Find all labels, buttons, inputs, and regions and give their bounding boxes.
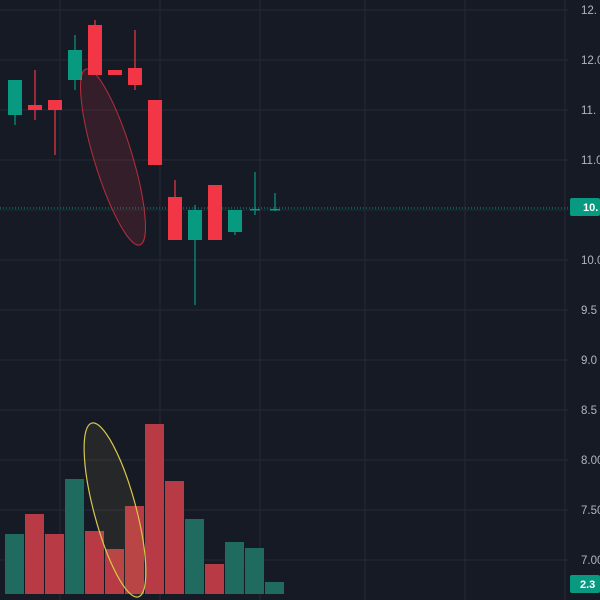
y-tick-label: 10.0 <box>581 255 600 267</box>
y-tick-label: 7.00 <box>581 555 600 567</box>
y-tick-label: 7.50 <box>581 505 600 517</box>
candle-body <box>168 197 182 240</box>
y-tick-label: 9.5 <box>581 305 597 317</box>
volume-bar <box>65 479 84 594</box>
volume-bar <box>145 424 164 594</box>
y-tick-label: 12.0 <box>581 55 600 67</box>
volume-bar <box>25 514 44 594</box>
grid <box>0 0 570 600</box>
candle <box>8 80 22 125</box>
volume-highlight-ellipse <box>83 422 147 598</box>
last-price-label: 10. <box>583 202 598 214</box>
y-tick-label: 8.00 <box>581 455 600 467</box>
candle-body <box>188 210 202 240</box>
candle <box>250 172 260 215</box>
y-tick-label: 12. <box>581 5 597 17</box>
candle-body <box>228 210 242 232</box>
candle <box>188 205 202 305</box>
volume-bar <box>5 534 24 594</box>
candles <box>8 20 280 305</box>
candle <box>28 70 42 120</box>
candle-body <box>128 68 142 85</box>
volume-bar <box>45 534 64 594</box>
volume-bar <box>165 481 184 594</box>
candle <box>270 193 280 211</box>
last-volume-label: 2.3 <box>580 579 595 591</box>
candle <box>88 20 102 75</box>
candle <box>208 185 222 240</box>
candle <box>108 70 122 75</box>
y-tick-label: 11.0 <box>581 155 600 167</box>
candle-body <box>88 25 102 75</box>
candle <box>128 30 142 90</box>
candle-body <box>28 105 42 110</box>
candle-body <box>250 209 260 211</box>
candle-body <box>270 209 280 211</box>
candle-body <box>148 100 162 165</box>
volume-bar <box>205 564 224 594</box>
volume-bar <box>245 548 264 594</box>
volume-bar <box>185 519 204 594</box>
candle-body <box>208 185 222 240</box>
volume-bar <box>265 582 284 594</box>
candle <box>228 210 242 235</box>
candle <box>148 100 162 165</box>
last-price-badge <box>570 198 600 216</box>
axis-badges: 10. 2.3 <box>570 198 600 593</box>
last-volume-badge <box>570 575 600 593</box>
candle <box>68 35 82 90</box>
highlights <box>80 68 147 598</box>
candle <box>168 180 182 240</box>
candle <box>48 100 62 155</box>
candle-body <box>68 50 82 80</box>
y-tick-label: 9.0 <box>581 355 597 367</box>
y-tick-label: 11. <box>581 105 596 117</box>
volume-bar <box>85 531 104 594</box>
candle-body <box>108 70 122 75</box>
candle-body <box>48 100 62 110</box>
volume-bar <box>125 506 144 594</box>
candle-body <box>8 80 22 115</box>
y-tick-label: 8.5 <box>581 405 597 417</box>
price-highlight-ellipse <box>80 68 146 246</box>
volume-bar <box>225 542 244 594</box>
